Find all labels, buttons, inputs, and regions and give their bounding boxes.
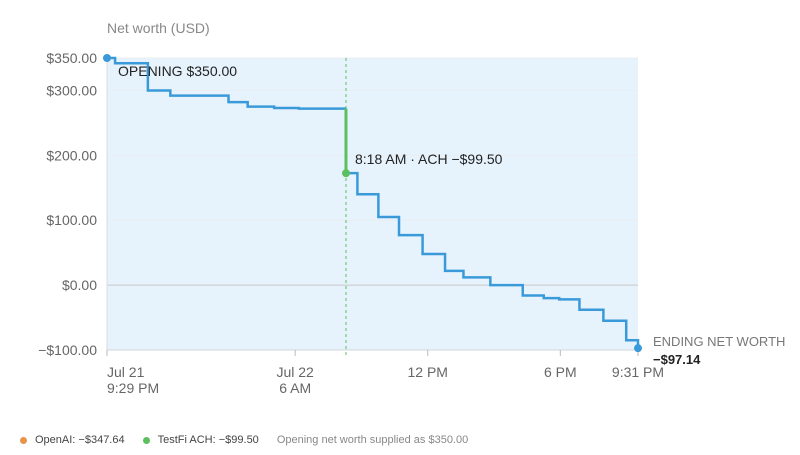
x-tick-label: Jul 21 (107, 364, 145, 380)
legend-label-testfi: TestFi ACH: −$99.50 (157, 434, 259, 446)
y-axis-title: Net worth (USD) (107, 20, 210, 36)
legend-item-openai: OpenAI: −$347.64 (20, 434, 125, 446)
ending-point (634, 344, 642, 353)
x-tick-label: 9:29 PM (107, 380, 159, 396)
event-annotation-label: 8:18 AM · ACH −$99.50 (355, 151, 503, 167)
y-tick-label: $350.00 (46, 50, 97, 66)
x-tick-label: 12 PM (408, 364, 448, 380)
net-worth-chart: Net worth (USD) $350.00 $300.00 $200.00 $100… (38, 20, 785, 396)
opening-point (103, 54, 111, 62)
ending-annotation-title: ENDING NET WORTH (653, 334, 785, 349)
legend-label-openai: OpenAI: −$347.64 (35, 434, 125, 446)
y-tick-label: −$100.00 (38, 342, 97, 358)
x-tick-label: 6 PM (544, 364, 577, 380)
plot-area-fill (107, 58, 638, 350)
net-worth-line (345, 171, 640, 349)
y-tick-label: $100.00 (46, 212, 97, 228)
net-worth-line (107, 56, 346, 110)
opening-annotation-label: OPENING $350.00 (118, 63, 237, 79)
event-point (341, 169, 350, 178)
ending-annotation-value: −$97.14 (653, 352, 701, 367)
y-tick-label: $300.00 (46, 82, 97, 98)
legend-item-testfi: TestFi ACH: −$99.50 (142, 434, 259, 446)
y-tick-label: $200.00 (46, 147, 97, 163)
legend-dot-openai (20, 436, 27, 444)
x-tick-label: 6 AM (279, 380, 311, 396)
x-tick-label: Jul 22 (276, 364, 314, 380)
y-tick-label: $0.00 (62, 277, 97, 293)
legend-dot-testfi (142, 436, 150, 444)
legend-note: Opening net worth supplied as $350.00 (276, 434, 469, 446)
x-tick-label: 9:31 PM (612, 364, 664, 380)
chart-legend: OpenAI: −$347.64 TestFi ACH: −$99.50 Ope… (20, 434, 468, 446)
